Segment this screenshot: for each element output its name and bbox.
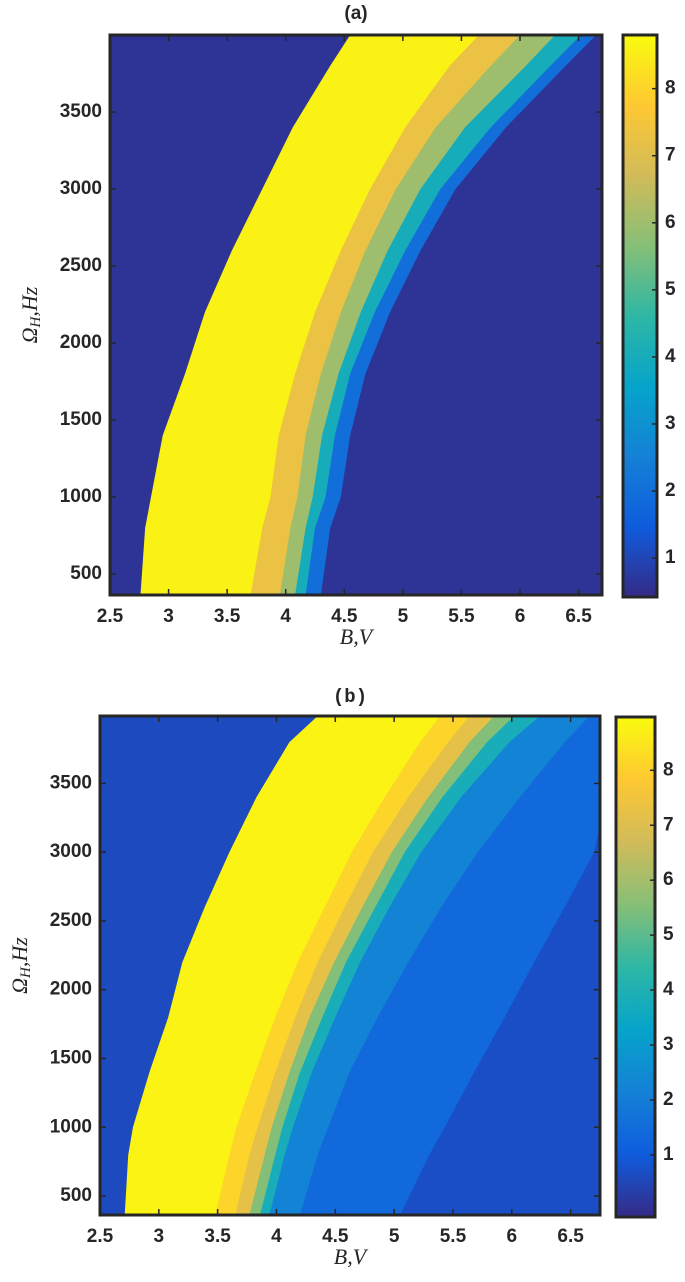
x-tick-label: 3.5 bbox=[214, 606, 241, 627]
colorbar-tick-label: 8 bbox=[665, 78, 676, 99]
colorbar-tick-label: 5 bbox=[665, 279, 676, 300]
colorbar-tick-label: 6 bbox=[665, 212, 676, 233]
x-tick-label: 4.5 bbox=[322, 1226, 349, 1247]
y-label-unit: ,Hz bbox=[7, 937, 32, 967]
x-tick-label: 5.5 bbox=[448, 606, 475, 627]
panel: 2.5 3 3.5 4 4.5 5 5.5 6 6.5 500 1000 1500 2000 2500 30… bbox=[17, 3, 676, 649]
contour-band bbox=[320, 35, 602, 595]
x-tick-label: 5.5 bbox=[440, 1226, 467, 1247]
colorbar-tick-label: 4 bbox=[663, 979, 674, 1000]
x-tick-label: 4 bbox=[280, 606, 291, 627]
y-label-unit: ,Hz bbox=[17, 286, 42, 316]
y-tick-label: 3000 bbox=[50, 841, 92, 862]
colorbar bbox=[614, 715, 657, 1219]
colorbar-tick-label: 7 bbox=[665, 145, 676, 166]
y-label-sub: H bbox=[18, 966, 34, 979]
y-tick-label: 1500 bbox=[60, 409, 102, 430]
colorbar-tick-label: 4 bbox=[665, 346, 676, 367]
x-tick-label: 4 bbox=[271, 1226, 282, 1247]
y-tick-label: 2000 bbox=[50, 979, 92, 1000]
chart-title: (b) bbox=[333, 686, 367, 708]
x-tick-label: 2.5 bbox=[87, 1226, 114, 1247]
axes-box bbox=[98, 714, 602, 1217]
x-tick-label: 6 bbox=[515, 606, 526, 627]
x-tick-label: 5 bbox=[398, 606, 409, 627]
chart-title: (a) bbox=[344, 3, 367, 24]
colorbar-tick-label: 1 bbox=[665, 547, 676, 568]
y-tick-label: 1000 bbox=[60, 486, 102, 507]
y-label-main: Ω bbox=[7, 978, 32, 994]
colorbar-tick-label: 2 bbox=[665, 480, 676, 501]
colorbar-tick-label: 7 bbox=[663, 814, 674, 835]
x-tick-label: 6.5 bbox=[557, 1226, 584, 1247]
x-tick-label: 3.5 bbox=[204, 1226, 231, 1247]
y-tick-label: 2000 bbox=[60, 332, 102, 353]
colorbar-tick-label: 2 bbox=[663, 1089, 674, 1110]
y-tick-label: 3000 bbox=[60, 178, 102, 199]
contour-band bbox=[400, 824, 600, 1215]
x-tick-label: 4.5 bbox=[331, 606, 358, 627]
y-label-main: Ω bbox=[17, 327, 42, 343]
y-tick-label: 1000 bbox=[50, 1116, 92, 1137]
axes-box bbox=[108, 33, 604, 597]
y-label-sub: H bbox=[28, 315, 44, 328]
x-tick-label: 6.5 bbox=[565, 606, 592, 627]
y-axis-label: ΩH,Hz bbox=[17, 286, 44, 343]
y-tick-label: 500 bbox=[60, 1185, 92, 1206]
x-axis-label: B,V bbox=[334, 1244, 369, 1269]
y-axis-label: ΩH,Hz bbox=[7, 937, 34, 994]
x-tick-label: 3 bbox=[163, 606, 174, 627]
colorbar-tick-label: 8 bbox=[663, 759, 674, 780]
y-tick-label: 1500 bbox=[50, 1047, 92, 1068]
x-tick-label: 3 bbox=[154, 1226, 165, 1247]
colorbar-tick-label: 1 bbox=[663, 1144, 674, 1165]
y-tick-label: 3500 bbox=[50, 772, 92, 793]
plot-area bbox=[100, 716, 600, 1215]
colorbar-tick-label: 3 bbox=[663, 1034, 674, 1055]
colorbar-tick-label: 5 bbox=[663, 924, 674, 945]
y-tick-label: 2500 bbox=[50, 910, 92, 931]
colorbar-tick-label: 6 bbox=[663, 869, 674, 890]
y-tick-label: 3500 bbox=[60, 101, 102, 122]
x-tick-label: 5 bbox=[389, 1226, 400, 1247]
y-tick-label: 500 bbox=[70, 563, 102, 584]
colorbar bbox=[621, 33, 659, 599]
x-tick-label: 2.5 bbox=[97, 606, 124, 627]
colorbar-tick-label: 3 bbox=[665, 413, 676, 434]
x-axis-label: B,V bbox=[340, 624, 375, 649]
y-tick-label: 2500 bbox=[60, 255, 102, 276]
panel: 2.5 3 3.5 4 4.5 5 5.5 6 6.5 500 1000 1500 2000 2500 30… bbox=[7, 686, 674, 1269]
plot-area bbox=[110, 35, 602, 595]
x-tick-label: 6 bbox=[506, 1226, 517, 1247]
